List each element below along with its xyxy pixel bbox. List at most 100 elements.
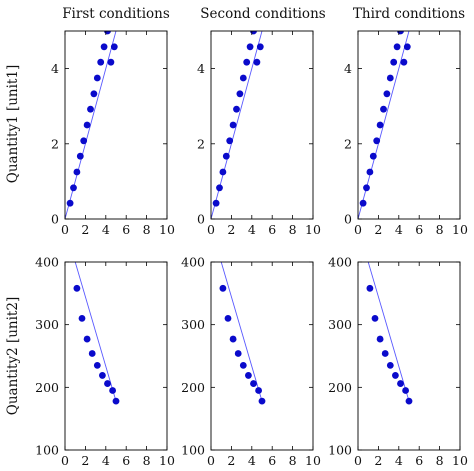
data-point [393, 43, 401, 51]
data-point [380, 105, 387, 113]
y-tick-label: 4 [197, 61, 205, 76]
y-tick-label: 200 [328, 380, 352, 395]
y-tick-label: 0 [344, 212, 352, 227]
data-point [73, 168, 81, 176]
y-tick-label: 4 [344, 61, 352, 76]
data-point [376, 335, 384, 343]
y-tick-label: 0 [51, 212, 59, 227]
axes-frame [357, 261, 461, 451]
data-point [100, 43, 108, 51]
x-tick-label: 0 [354, 222, 362, 237]
column-title-third: Third conditions [353, 6, 465, 22]
data-point [93, 362, 101, 369]
data-point [229, 121, 237, 129]
axes-frame [210, 261, 314, 451]
y-tick-label: 100 [35, 443, 59, 458]
axes-frame [64, 30, 168, 220]
x-tick-label: 6 [268, 453, 276, 468]
y-tick-label: 4 [51, 61, 59, 76]
x-tick-label: 10 [452, 453, 468, 468]
x-tick-label: 4 [395, 222, 403, 237]
x-tick-label: 2 [81, 222, 89, 237]
data-point [83, 335, 91, 343]
y-tick-label: 2 [197, 136, 205, 151]
data-point [70, 184, 77, 192]
data-point [110, 43, 118, 51]
plot-area [366, 262, 413, 405]
data-point [397, 380, 404, 387]
x-tick-label: 2 [227, 453, 235, 468]
data-point [73, 284, 81, 292]
x-tick-label: 0 [61, 222, 69, 237]
data-point [212, 199, 220, 207]
x-tick-label: 0 [61, 453, 69, 468]
data-point [376, 121, 384, 129]
data-point [222, 152, 230, 160]
x-tick-label: 8 [289, 222, 297, 237]
data-point [373, 137, 381, 145]
data-point [403, 43, 411, 51]
data-point [383, 90, 391, 98]
subplot-row2-third: 0 2 4 6 8 10 100 200 300 400 [328, 255, 468, 469]
y-tick-label: 200 [35, 380, 59, 395]
series-line [367, 262, 410, 402]
x-tick-label: 8 [289, 453, 297, 468]
x-tick-label: 4 [102, 222, 110, 237]
data-point [392, 372, 399, 379]
y-tick-label: 400 [328, 255, 352, 270]
data-point [386, 362, 394, 369]
data-point [239, 362, 247, 369]
x-tick-label: 8 [436, 453, 444, 468]
y-tick-label: 2 [51, 136, 59, 151]
data-point [239, 74, 247, 82]
plot-area [73, 262, 120, 405]
data-point [255, 387, 263, 394]
data-point [80, 137, 88, 145]
data-point [405, 397, 413, 405]
data-point [243, 58, 251, 66]
x-tick-label: 4 [248, 453, 256, 468]
x-tick-label: 2 [374, 222, 382, 237]
data-point [90, 90, 98, 98]
data-point [359, 199, 367, 207]
data-point [386, 74, 394, 82]
data-point [229, 335, 237, 343]
data-point [246, 43, 254, 51]
subplot-row2-first: 0 2 4 6 8 10 100 200 300 400 [35, 255, 175, 469]
data-point [258, 397, 266, 405]
x-tick-label: 8 [143, 453, 151, 468]
data-point [76, 152, 84, 160]
series-line [220, 262, 263, 402]
data-point [104, 380, 111, 387]
x-tick-label: 2 [374, 453, 382, 468]
data-point [219, 168, 227, 176]
plot-area [358, 31, 411, 219]
data-point [87, 105, 94, 113]
y-tick-label: 400 [35, 255, 59, 270]
data-point [400, 58, 408, 66]
x-tick-label: 6 [415, 222, 423, 237]
data-point [112, 397, 120, 405]
ylabel-row-1: Quantity1 [unit1] [5, 65, 21, 183]
x-tick-label: 10 [452, 222, 468, 237]
x-tick-label: 0 [207, 453, 215, 468]
data-point [234, 350, 242, 357]
x-tick-label: 0 [207, 222, 215, 237]
x-tick-label: 6 [122, 453, 130, 468]
plot-area [65, 31, 118, 219]
axes-frame [64, 261, 168, 451]
y-tick-label: 0 [197, 212, 205, 227]
data-point [88, 350, 96, 357]
plot-area [211, 31, 264, 219]
data-point [245, 372, 252, 379]
data-point [233, 105, 240, 113]
x-tick-label: 10 [159, 453, 175, 468]
y-tick-label: 100 [328, 443, 352, 458]
x-tick-label: 6 [122, 222, 130, 237]
x-tick-label: 4 [102, 453, 110, 468]
data-point [253, 58, 261, 66]
